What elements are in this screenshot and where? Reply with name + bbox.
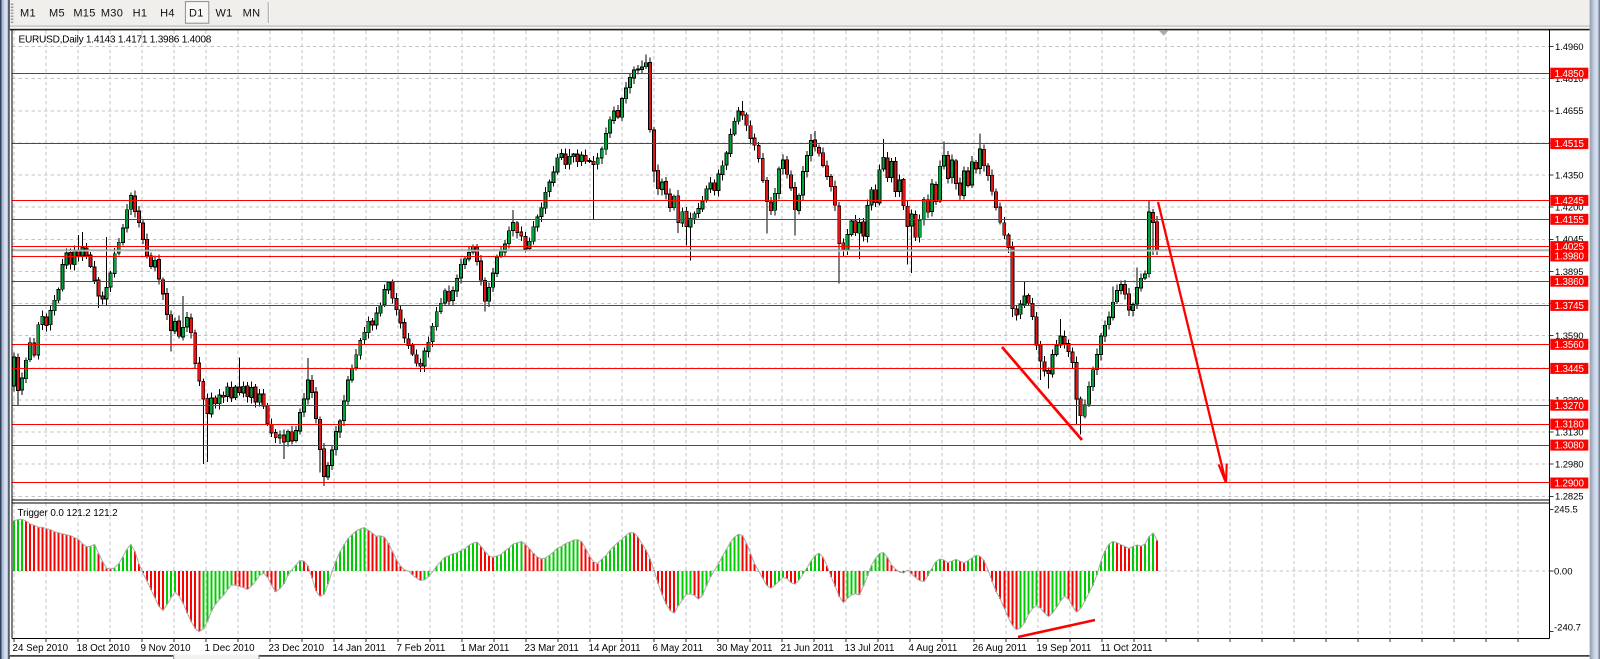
svg-text:24 Sep 2010: 24 Sep 2010 <box>13 643 69 654</box>
svg-text:Trigger 0.0 121.2 121.2: Trigger 0.0 121.2 121.2 <box>18 508 118 519</box>
svg-text:M30: M30 <box>101 7 123 19</box>
svg-text:1.3180: 1.3180 <box>1555 420 1585 431</box>
svg-text:19 Sep 2011: 19 Sep 2011 <box>1037 643 1092 654</box>
svg-text:1.4810: 1.4810 <box>1555 74 1583 85</box>
svg-text:30 May 2011: 30 May 2011 <box>717 643 773 654</box>
svg-text:M5: M5 <box>49 7 65 19</box>
svg-text:1.3895: 1.3895 <box>1555 267 1583 278</box>
svg-text:1.3590: 1.3590 <box>1555 331 1583 342</box>
svg-text:1.2900: 1.2900 <box>1555 479 1585 490</box>
svg-text:EURUSD,Daily 1.4143 1.4171 1.: EURUSD,Daily 1.4143 1.4171 1.3986 1.4008 <box>19 34 212 45</box>
svg-text:1.2980: 1.2980 <box>1555 460 1583 471</box>
svg-text:1.3445: 1.3445 <box>1555 364 1585 375</box>
svg-text:H1: H1 <box>133 7 148 19</box>
svg-text:245.5: 245.5 <box>1554 505 1578 516</box>
svg-text:6 May 2011: 6 May 2011 <box>653 643 703 654</box>
svg-text:21 Jun 2011: 21 Jun 2011 <box>781 643 834 654</box>
svg-text:14 Apr 2011: 14 Apr 2011 <box>589 643 641 654</box>
svg-text:D1: D1 <box>189 7 204 19</box>
svg-text:1.4045: 1.4045 <box>1555 235 1583 246</box>
svg-text:1.4515: 1.4515 <box>1555 139 1585 150</box>
svg-text:1.2825: 1.2825 <box>1555 492 1583 503</box>
svg-text:1.3980: 1.3980 <box>1555 252 1585 263</box>
svg-text:1.4850: 1.4850 <box>1555 69 1585 80</box>
svg-text:11 Oct 2011: 11 Oct 2011 <box>1101 643 1153 654</box>
svg-text:26 Aug 2011: 26 Aug 2011 <box>973 643 1027 654</box>
svg-text:1.3745: 1.3745 <box>1555 301 1585 312</box>
svg-text:1.4025: 1.4025 <box>1555 242 1585 253</box>
svg-text:1.4655: 1.4655 <box>1555 106 1583 117</box>
svg-text:13 Jul 2011: 13 Jul 2011 <box>845 643 895 654</box>
svg-text:1.3270: 1.3270 <box>1555 401 1585 412</box>
svg-text:1 Mar 2011: 1 Mar 2011 <box>461 643 510 654</box>
svg-text:23 Mar 2011: 23 Mar 2011 <box>525 643 579 654</box>
svg-text:18 Oct 2010: 18 Oct 2010 <box>77 643 131 654</box>
svg-text:1.4350: 1.4350 <box>1555 171 1583 182</box>
svg-text:1.3080: 1.3080 <box>1555 441 1585 452</box>
svg-text:1.3560: 1.3560 <box>1555 340 1585 351</box>
svg-text:1.4960: 1.4960 <box>1555 42 1583 53</box>
svg-text:4 Aug 2011: 4 Aug 2011 <box>909 643 958 654</box>
svg-text:1.4245: 1.4245 <box>1555 196 1585 207</box>
svg-text:23 Dec 2010: 23 Dec 2010 <box>269 643 325 654</box>
svg-text:7 Feb 2011: 7 Feb 2011 <box>397 643 446 654</box>
svg-text:9 Nov 2010: 9 Nov 2010 <box>141 643 192 654</box>
svg-text:MN: MN <box>243 7 261 19</box>
svg-text:W1: W1 <box>215 7 232 19</box>
svg-text:M15: M15 <box>73 7 95 19</box>
svg-text:0.00: 0.00 <box>1554 567 1573 578</box>
svg-text:1.3860: 1.3860 <box>1555 277 1585 288</box>
svg-text:H4: H4 <box>160 7 175 19</box>
svg-text:1.4200: 1.4200 <box>1555 203 1583 214</box>
svg-text:1.4155: 1.4155 <box>1555 215 1585 226</box>
svg-text:M1: M1 <box>20 7 36 19</box>
svg-text:-240.7: -240.7 <box>1554 623 1581 634</box>
svg-text:1.3130: 1.3130 <box>1555 427 1583 438</box>
svg-text:1 Dec 2010: 1 Dec 2010 <box>205 643 256 654</box>
svg-text:14 Jan 2011: 14 Jan 2011 <box>333 643 386 654</box>
